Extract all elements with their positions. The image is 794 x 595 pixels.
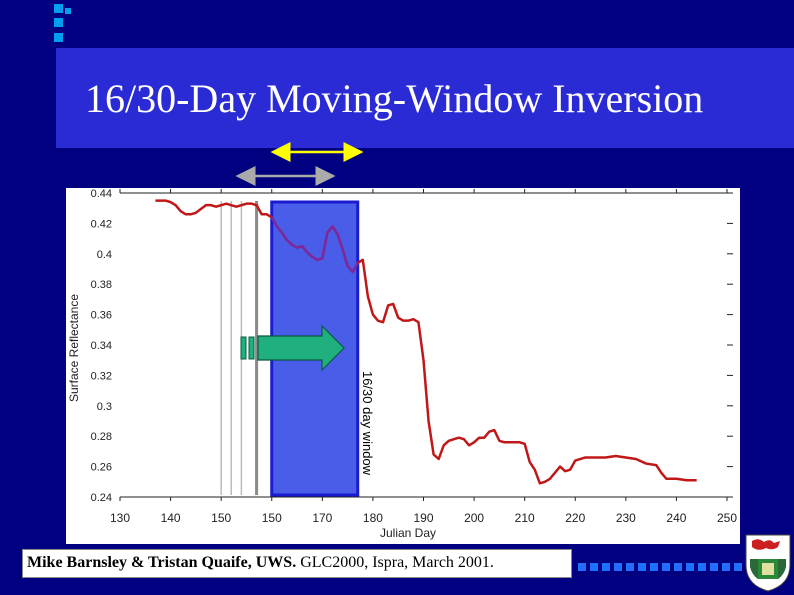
title-band bbox=[56, 48, 794, 148]
x-tick-label: 240 bbox=[666, 511, 686, 525]
reflectance-series-line bbox=[155, 199, 697, 485]
accent-square bbox=[54, 18, 63, 27]
x-tick-label: 250 bbox=[717, 511, 737, 525]
x-tick-label: 140 bbox=[161, 511, 181, 525]
y-tick-label: 0.4 bbox=[97, 249, 112, 261]
y-tick-label: 0.34 bbox=[91, 340, 112, 352]
x-tick-label: 210 bbox=[515, 511, 535, 525]
x-tick-label: 230 bbox=[616, 511, 636, 525]
accent-square bbox=[65, 8, 71, 14]
footer-caption-box bbox=[22, 549, 572, 578]
x-tick-label: 220 bbox=[565, 511, 585, 525]
y-tick-label: 0.26 bbox=[91, 462, 112, 474]
plot-panel bbox=[66, 188, 740, 544]
window-label: 16/30 day window bbox=[360, 371, 375, 476]
y-tick-label: 0.32 bbox=[91, 370, 112, 382]
x-tick-label: 180 bbox=[363, 511, 383, 525]
y-tick-label: 0.3 bbox=[97, 401, 112, 413]
x-tick-label: 150 bbox=[211, 511, 231, 525]
y-tick-label: 0.42 bbox=[91, 218, 112, 230]
y-tick-label: 0.44 bbox=[91, 188, 112, 200]
accent-square bbox=[54, 33, 63, 42]
footer-event: GLC2000, Ispra, March 2001. bbox=[296, 554, 494, 571]
x-tick-label: 170 bbox=[312, 511, 332, 525]
x-tick-label: 190 bbox=[413, 511, 433, 525]
footer-authors: Mike Barnsley & Tristan Quaife, UWS. bbox=[27, 554, 297, 571]
in-window-series-segment bbox=[270, 216, 359, 274]
y-tick-label: 0.24 bbox=[91, 492, 112, 504]
x-axis-label: Julian Day bbox=[380, 526, 436, 540]
x-tick-label: 200 bbox=[464, 511, 484, 525]
x-tick-label: 150 bbox=[262, 511, 282, 525]
y-axis-label: Surface Reflectance bbox=[67, 294, 81, 402]
accent-square bbox=[54, 4, 63, 13]
footer-caption: Mike Barnsley & Tristan Quaife, UWS. GLC… bbox=[27, 554, 494, 572]
y-tick-label: 0.36 bbox=[91, 310, 112, 322]
y-tick-label: 0.38 bbox=[91, 279, 112, 291]
moving-direction-arrow bbox=[240, 324, 345, 372]
x-tick-label: 130 bbox=[110, 511, 130, 525]
university-crest-logo bbox=[745, 534, 791, 592]
y-tick-label: 0.28 bbox=[91, 431, 112, 443]
slide-title: 16/30-Day Moving-Window Inversion bbox=[85, 76, 704, 121]
